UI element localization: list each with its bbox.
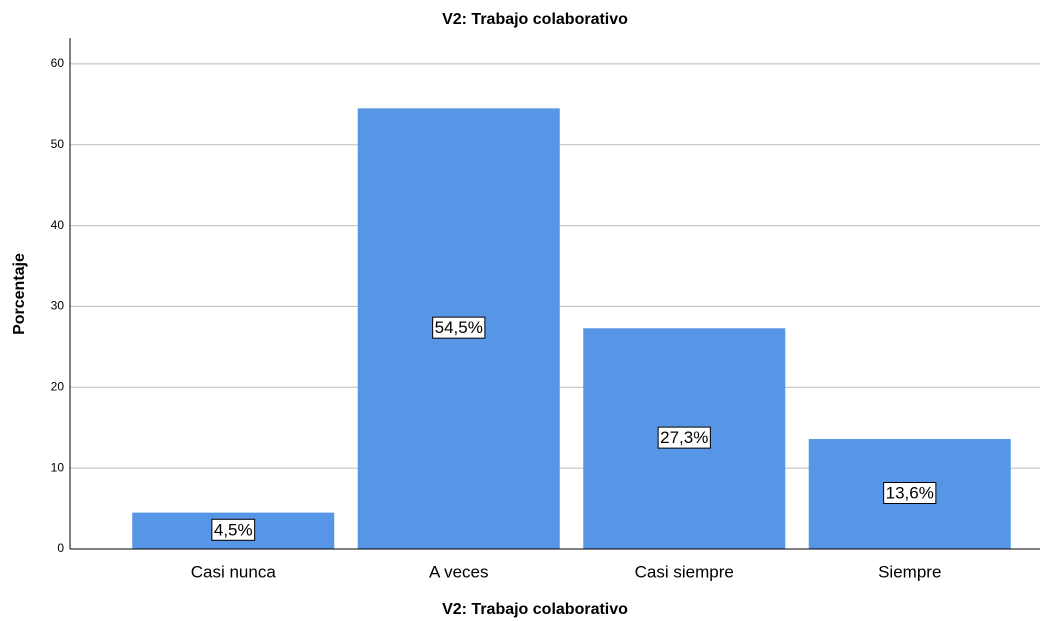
data-label: 54,5% (435, 318, 483, 337)
y-tick-label: 0 (57, 541, 64, 555)
data-label: 27,3% (660, 428, 708, 447)
data-label-box (211, 518, 256, 541)
y-tick-label: 20 (51, 379, 65, 393)
y-tick-label: 30 (51, 299, 65, 313)
data-label-box (432, 316, 486, 339)
data-label-box (883, 482, 937, 505)
data-label-box (657, 426, 711, 449)
x-tick-label: Casi siempre (635, 562, 734, 581)
x-tick-label: Siempre (878, 562, 941, 581)
y-axis-title: Porcentaje (11, 253, 28, 335)
x-tick-label: Casi nunca (191, 562, 277, 581)
x-tick-label: A veces (429, 562, 489, 581)
y-tick-label: 40 (51, 218, 65, 232)
y-tick-label: 10 (51, 460, 65, 474)
y-tick-label: 60 (51, 56, 65, 70)
chart-title: V2: Trabajo colaborativo (442, 11, 628, 28)
y-tick-label: 50 (51, 137, 65, 151)
x-axis-title: V2: Trabajo colaborativo (442, 601, 628, 618)
data-label: 4,5% (214, 520, 253, 539)
data-label: 13,6% (886, 484, 934, 503)
